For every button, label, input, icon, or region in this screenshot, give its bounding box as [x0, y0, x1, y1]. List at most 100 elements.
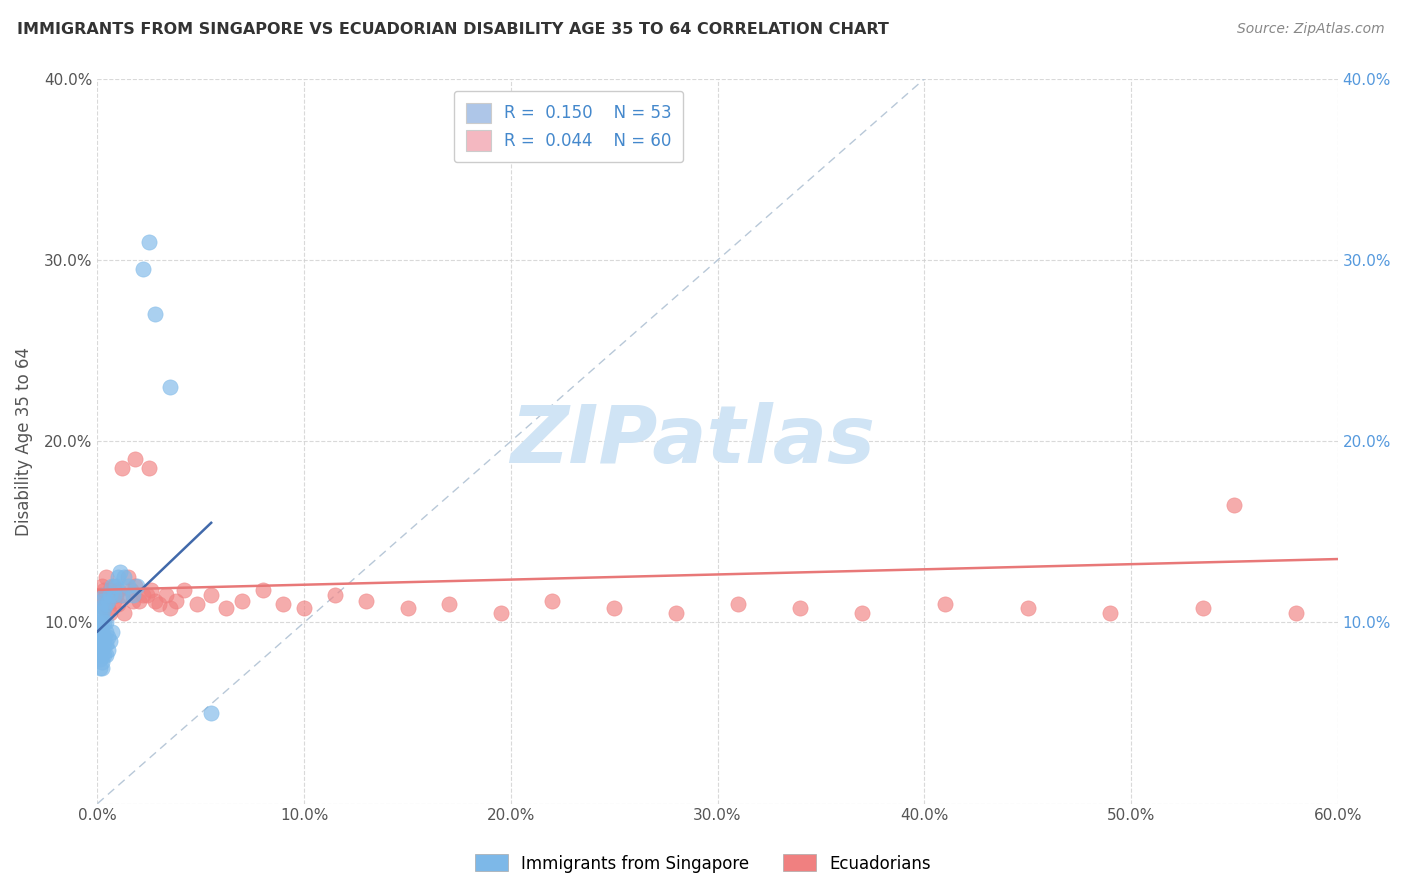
Point	[98, 633, 121, 648]
Point	[103, 588, 125, 602]
Point	[101, 588, 124, 602]
Point	[1223, 498, 1246, 512]
Point	[173, 582, 195, 597]
Point	[93, 648, 115, 662]
Point	[603, 601, 626, 615]
Point	[112, 570, 135, 584]
Point	[214, 601, 236, 615]
Point	[89, 624, 111, 639]
Point	[89, 661, 111, 675]
Point	[94, 588, 117, 602]
Point	[111, 588, 134, 602]
Point	[396, 601, 419, 615]
Point	[93, 582, 115, 597]
Point	[121, 588, 143, 602]
Point	[89, 637, 111, 651]
Point	[200, 706, 222, 720]
Point	[132, 588, 155, 602]
Point	[103, 579, 125, 593]
Point	[90, 624, 112, 639]
Point	[93, 601, 115, 615]
Point	[90, 648, 112, 662]
Point	[292, 601, 315, 615]
Point	[89, 651, 111, 665]
Point	[98, 582, 121, 597]
Point	[665, 607, 688, 621]
Point	[105, 588, 128, 602]
Point	[112, 607, 135, 621]
Text: IMMIGRANTS FROM SINGAPORE VS ECUADORIAN DISABILITY AGE 35 TO 64 CORRELATION CHAR: IMMIGRANTS FROM SINGAPORE VS ECUADORIAN …	[17, 22, 889, 37]
Point	[727, 598, 749, 612]
Point	[138, 461, 160, 475]
Point	[159, 380, 181, 394]
Point	[90, 593, 112, 607]
Point	[107, 582, 129, 597]
Point	[789, 601, 811, 615]
Point	[97, 593, 120, 607]
Point	[94, 648, 117, 662]
Point	[89, 642, 111, 657]
Point	[155, 588, 177, 602]
Point	[143, 308, 166, 322]
Point	[98, 607, 121, 621]
Point	[93, 615, 115, 630]
Point	[128, 593, 150, 607]
Point	[89, 630, 111, 644]
Point	[136, 588, 159, 602]
Point	[108, 565, 131, 579]
Point	[132, 262, 155, 277]
Point	[89, 633, 111, 648]
Point	[165, 593, 187, 607]
Text: ZIPatlas: ZIPatlas	[510, 402, 876, 480]
Point	[1017, 601, 1039, 615]
Point	[90, 633, 112, 648]
Point	[90, 661, 112, 675]
Point	[111, 461, 134, 475]
Point	[98, 588, 121, 602]
Point	[90, 593, 112, 607]
Point	[94, 624, 117, 639]
Point	[851, 607, 873, 621]
Point	[323, 588, 346, 602]
Point	[437, 598, 460, 612]
Point	[101, 624, 124, 639]
Point	[93, 637, 115, 651]
Point	[148, 598, 170, 612]
Point	[89, 607, 111, 621]
Point	[117, 579, 139, 593]
Point	[273, 598, 295, 612]
Point	[1192, 601, 1215, 615]
Point	[541, 593, 564, 607]
Point	[97, 601, 120, 615]
Legend: R =  0.150    N = 53, R =  0.044    N = 60: R = 0.150 N = 53, R = 0.044 N = 60	[454, 91, 683, 162]
Point	[90, 615, 112, 630]
Point	[93, 588, 115, 602]
Point	[94, 615, 117, 630]
Point	[93, 601, 115, 615]
Point	[186, 598, 208, 612]
Point	[121, 593, 143, 607]
Point	[117, 570, 139, 584]
Point	[489, 607, 512, 621]
Point	[89, 601, 111, 615]
Point	[94, 637, 117, 651]
Point	[90, 656, 112, 670]
Point	[105, 579, 128, 593]
Point	[90, 579, 112, 593]
Point	[89, 648, 111, 662]
Point	[111, 588, 134, 602]
Point	[97, 593, 120, 607]
Point	[93, 630, 115, 644]
Point	[97, 630, 120, 644]
Point	[90, 642, 112, 657]
Point	[90, 607, 112, 621]
Point	[124, 452, 146, 467]
Point	[120, 582, 142, 597]
Point	[231, 593, 253, 607]
Text: Source: ZipAtlas.com: Source: ZipAtlas.com	[1237, 22, 1385, 37]
Point	[125, 579, 148, 593]
Point	[159, 601, 181, 615]
Point	[107, 598, 129, 612]
Point	[934, 598, 956, 612]
Point	[252, 582, 274, 597]
